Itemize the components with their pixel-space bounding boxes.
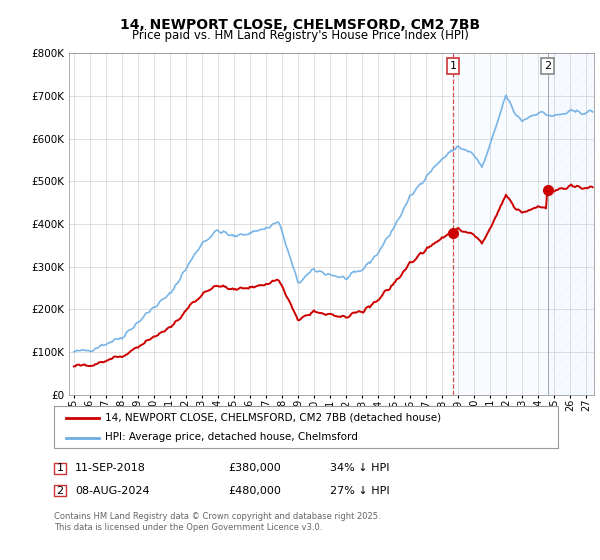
Text: £480,000: £480,000 — [228, 486, 281, 496]
Text: 1: 1 — [449, 61, 457, 71]
Bar — [453, 53, 548, 395]
Text: 27% ↓ HPI: 27% ↓ HPI — [330, 486, 389, 496]
Text: HPI: Average price, detached house, Chelmsford: HPI: Average price, detached house, Chel… — [105, 432, 358, 442]
Text: 14, NEWPORT CLOSE, CHELMSFORD, CM2 7BB (detached house): 14, NEWPORT CLOSE, CHELMSFORD, CM2 7BB (… — [105, 413, 441, 423]
Text: 2: 2 — [544, 61, 551, 71]
Bar — [548, 53, 594, 395]
Text: 34% ↓ HPI: 34% ↓ HPI — [330, 463, 389, 473]
Text: 2: 2 — [56, 486, 64, 496]
Text: 11-SEP-2018: 11-SEP-2018 — [75, 463, 146, 473]
Text: 08-AUG-2024: 08-AUG-2024 — [75, 486, 149, 496]
Text: Contains HM Land Registry data © Crown copyright and database right 2025.
This d: Contains HM Land Registry data © Crown c… — [54, 512, 380, 532]
Text: £380,000: £380,000 — [228, 463, 281, 473]
Text: 14, NEWPORT CLOSE, CHELMSFORD, CM2 7BB: 14, NEWPORT CLOSE, CHELMSFORD, CM2 7BB — [120, 18, 480, 32]
Text: Price paid vs. HM Land Registry's House Price Index (HPI): Price paid vs. HM Land Registry's House … — [131, 29, 469, 42]
Text: 1: 1 — [56, 463, 64, 473]
